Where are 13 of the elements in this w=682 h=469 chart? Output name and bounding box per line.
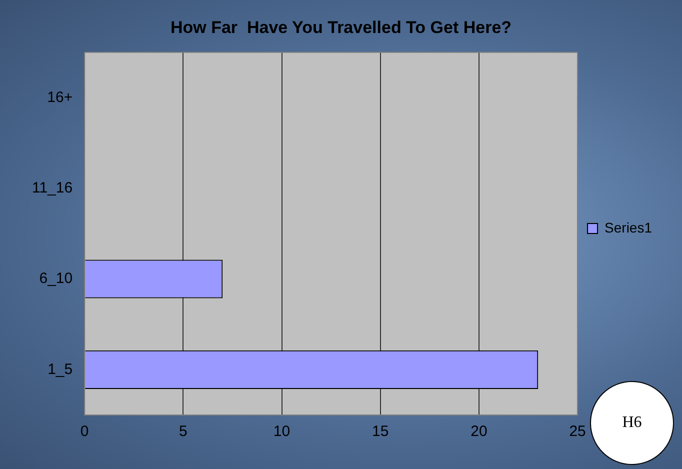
x-tick-label: 25: [569, 423, 586, 440]
x-tick-label: 0: [80, 423, 89, 440]
y-tick-label: 6_10: [39, 270, 73, 288]
y-tick-label: 11_16: [32, 180, 73, 197]
legend-label: Series1: [604, 219, 652, 236]
y-tick-label: 16+: [47, 88, 73, 106]
chart-title: How Far Have You Travelled To Get Here?: [170, 18, 512, 37]
x-tick-label: 10: [273, 423, 290, 440]
text: H6: [590, 381, 674, 465]
x-tick-label: 20: [470, 423, 488, 440]
x-tick-label: 15: [372, 423, 389, 440]
x-tick-label: 5: [179, 423, 188, 440]
y-tick-label: 1_5: [48, 360, 73, 378]
